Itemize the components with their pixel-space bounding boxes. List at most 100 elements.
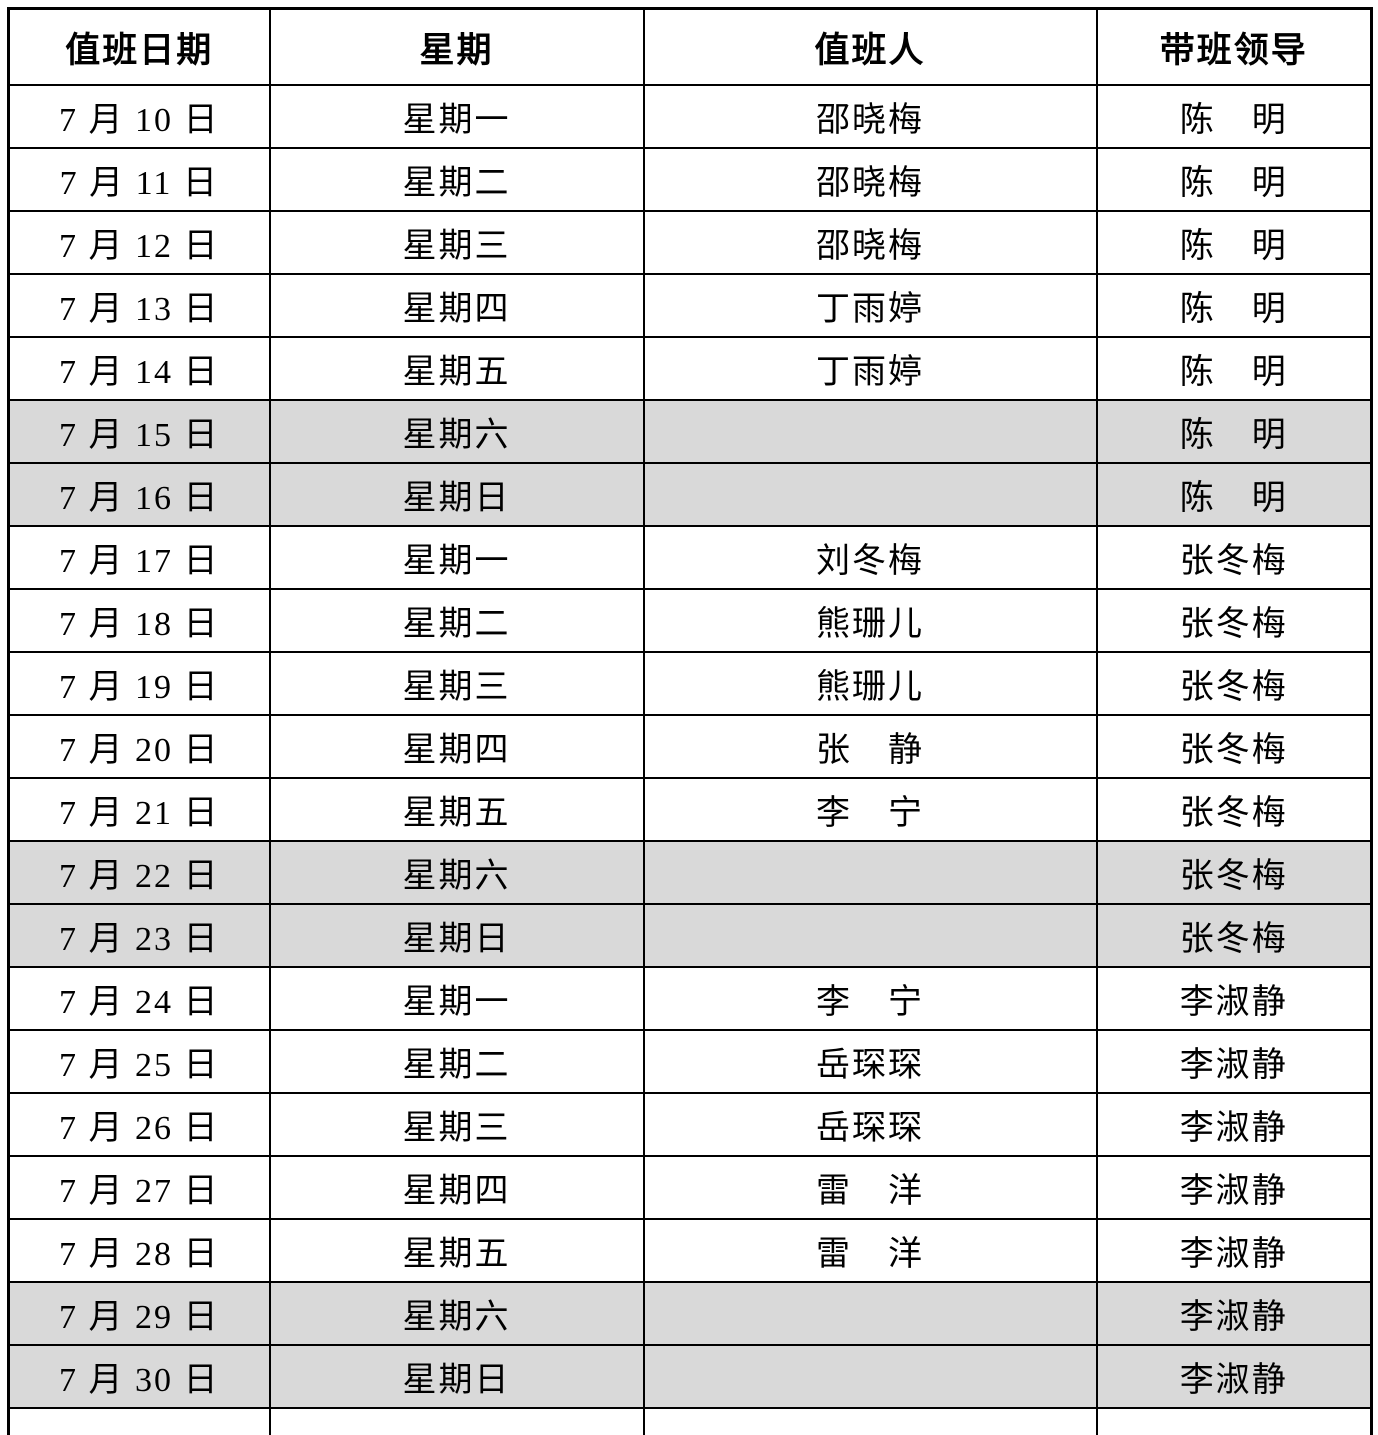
cell-weekday: 星期四 [268, 273, 645, 338]
cell-person: 李 宁 [642, 777, 1098, 842]
column-header-weekday: 星期 [268, 7, 645, 86]
cell-person: 刘冬梅 [642, 525, 1098, 590]
cell-person [642, 903, 1098, 968]
table-row: 7 月 19 日星期三 熊珊儿 张冬梅 [7, 651, 1373, 716]
cell-person: 邵晓梅 [642, 147, 1098, 212]
cell-leader: 张冬梅 [1095, 777, 1373, 842]
cell-person [642, 462, 1098, 527]
table-row: 7 月 20 日星期四张 静张冬梅 [7, 714, 1373, 779]
cell-weekday: 星期日 [268, 1344, 645, 1409]
cell-leader: 陈 明 [1095, 210, 1373, 275]
cell-person [642, 399, 1098, 464]
header-row: 值班日期 星期 值班人 带班领导 [7, 7, 1373, 86]
column-header-person: 值班人 [642, 7, 1098, 86]
cell-person: 熊珊儿 [642, 651, 1098, 716]
cell-weekday: 星期二 [268, 147, 645, 212]
cell-leader: 李淑静 [1095, 1092, 1373, 1157]
cell-date: 7 月 11 日 [7, 147, 271, 212]
column-header-leader: 带班领导 [1095, 7, 1373, 86]
table-row-weekend: 7 月 15 日星期六 陈 明 [7, 399, 1373, 464]
cell-weekday: 星期六 [268, 840, 645, 905]
cell-leader: 陈 明 [1095, 399, 1373, 464]
cell-person: 岳琛琛 [642, 1092, 1098, 1157]
cell-weekday: 星期五 [268, 777, 645, 842]
cell-weekday: 星期五 [268, 1218, 645, 1283]
cell-date: 7 月 10 日 [7, 84, 271, 149]
cell-leader: 李淑静 [1095, 1029, 1373, 1094]
cell-weekday: 星期一 [268, 966, 645, 1031]
table-row: 7 月 13 日星期四 丁雨婷陈 明 [7, 273, 1373, 338]
cell-leader: 李淑静 [1095, 1218, 1373, 1283]
table-row: 7 月 24 日星期一李 宁李淑静 [7, 966, 1373, 1031]
cell-weekday: 星期一 [268, 525, 645, 590]
cell-weekday: 星期日 [268, 903, 645, 968]
table-row-partial [7, 1407, 1373, 1435]
cell-date: 7 月 17 日 [7, 525, 271, 590]
cell-weekday: 星期二 [268, 1029, 645, 1094]
table-row: 7 月 25 日星期二 岳琛琛 李淑静 [7, 1029, 1373, 1094]
cell-date: 7 月 20 日 [7, 714, 271, 779]
cell-weekday: 星期六 [268, 399, 645, 464]
table-row-weekend: 7 月 30 日星期日 李淑静 [7, 1344, 1373, 1409]
cell-weekday: 星期一 [268, 84, 645, 149]
cell-person [642, 840, 1098, 905]
cell-leader: 张冬梅 [1095, 525, 1373, 590]
table-row-weekend: 7 月 23 日星期日 张冬梅 [7, 903, 1373, 968]
cell-leader: 张冬梅 [1095, 588, 1373, 653]
cell-date: 7 月 22 日 [7, 840, 271, 905]
cell-date: 7 月 18 日 [7, 588, 271, 653]
cell-date: 7 月 15 日 [7, 399, 271, 464]
cell-person: 雷 洋 [642, 1155, 1098, 1220]
table-row-weekend: 7 月 22 日星期六 张冬梅 [7, 840, 1373, 905]
cell-weekday: 星期五 [268, 336, 645, 401]
cell-date: 7 月 27 日 [7, 1155, 271, 1220]
table-row: 7 月 28 日星期五雷 洋李淑静 [7, 1218, 1373, 1283]
cell-person: 邵晓梅 [642, 210, 1098, 275]
column-header-date: 值班日期 [7, 7, 271, 86]
cell-person: 雷 洋 [642, 1218, 1098, 1283]
table-row: 7 月 12 日星期三 邵晓梅陈 明 [7, 210, 1373, 275]
table-row: 7 月 21 日星期五李 宁张冬梅 [7, 777, 1373, 842]
table-row: 7 月 17 日星期一 刘冬梅 张冬梅 [7, 525, 1373, 590]
cell-person: 张 静 [642, 714, 1098, 779]
cell-leader: 张冬梅 [1095, 714, 1373, 779]
cell-leader: 张冬梅 [1095, 840, 1373, 905]
table-row: 7 月 18 日星期二 熊珊儿 张冬梅 [7, 588, 1373, 653]
cell-person: 熊珊儿 [642, 588, 1098, 653]
cell-date: 7 月 26 日 [7, 1092, 271, 1157]
cell-date: 7 月 28 日 [7, 1218, 271, 1283]
table-row-weekend: 7 月 16 日星期日 陈 明 [7, 462, 1373, 527]
cell-weekday: 星期三 [268, 1092, 645, 1157]
cell-person: 丁雨婷 [642, 336, 1098, 401]
cell-leader: 李淑静 [1095, 1155, 1373, 1220]
cell-leader: 李淑静 [1095, 966, 1373, 1031]
cell-date: 7 月 30 日 [7, 1344, 271, 1409]
cell-person [642, 1281, 1098, 1346]
cell-weekday: 星期四 [268, 714, 645, 779]
cell-leader: 李淑静 [1095, 1281, 1373, 1346]
cell-leader: 陈 明 [1095, 147, 1373, 212]
table-row: 7 月 27 日星期四雷 洋李淑静 [7, 1155, 1373, 1220]
cell-leader: 陈 明 [1095, 84, 1373, 149]
table-row: 7 月 10 日星期一 邵晓梅陈 明 [7, 84, 1373, 149]
cell-date: 7 月 25 日 [7, 1029, 271, 1094]
cell-date: 7 月 21 日 [7, 777, 271, 842]
table-row: 7 月 14 日星期五 丁雨婷陈 明 [7, 336, 1373, 401]
cell-date: 7 月 14 日 [7, 336, 271, 401]
cell-person: 李 宁 [642, 966, 1098, 1031]
cell-person: 岳琛琛 [642, 1029, 1098, 1094]
cell-weekday [268, 1407, 645, 1435]
table-row: 7 月 11 日星期二 邵晓梅陈 明 [7, 147, 1373, 212]
table-row: 7 月 26 日星期三 岳琛琛 李淑静 [7, 1092, 1373, 1157]
cell-date: 7 月 12 日 [7, 210, 271, 275]
cell-date: 7 月 13 日 [7, 273, 271, 338]
cell-leader: 张冬梅 [1095, 903, 1373, 968]
cell-date: 7 月 19 日 [7, 651, 271, 716]
cell-person [642, 1407, 1098, 1435]
cell-leader: 陈 明 [1095, 273, 1373, 338]
cell-leader: 陈 明 [1095, 462, 1373, 527]
cell-weekday: 星期六 [268, 1281, 645, 1346]
